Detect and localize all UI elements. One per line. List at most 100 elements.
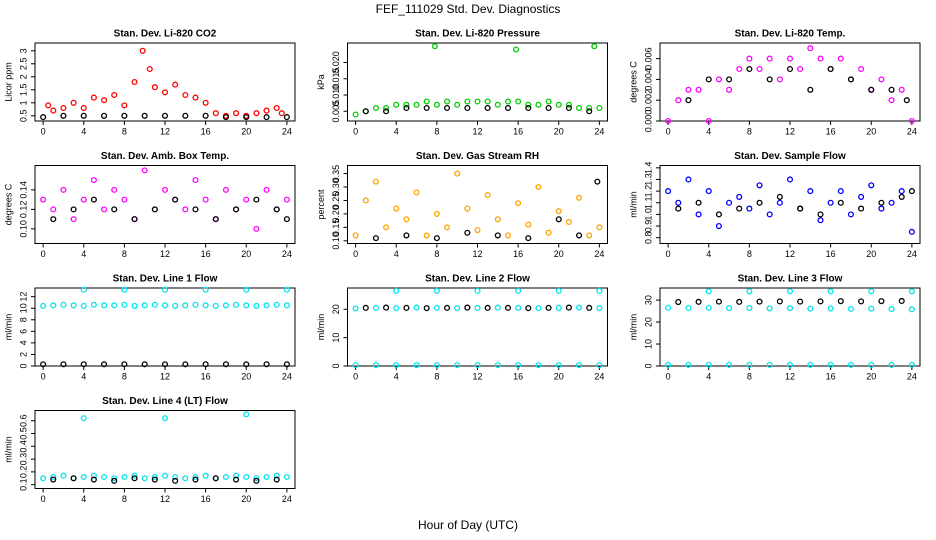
data-point (243, 473, 250, 481)
data-point (263, 186, 270, 193)
data-point (443, 224, 451, 231)
data-point (273, 476, 280, 483)
data-point (372, 178, 379, 185)
y-tick-label: 0.15 (331, 219, 341, 237)
data-point (70, 475, 77, 482)
data-point (776, 199, 783, 206)
data-point (60, 361, 67, 368)
y-tick-label: 2 (18, 352, 28, 357)
x-tick-label: 20 (866, 249, 876, 259)
data-point (766, 76, 773, 83)
data-point (464, 304, 471, 311)
data-point (151, 476, 158, 483)
data-point (484, 304, 491, 311)
x-tick-label: 20 (554, 249, 564, 259)
y-tick-label: 0.2 (18, 466, 28, 479)
data-point (111, 475, 118, 482)
data-point (715, 76, 722, 83)
y-tick-label: 0.004 (643, 68, 653, 91)
data-point (80, 196, 87, 203)
y-tick-label: 0.12 (18, 201, 28, 219)
data-point (888, 361, 895, 368)
data-point (596, 305, 603, 312)
data-point (403, 304, 410, 311)
y-tick-label: 0.4 (18, 440, 28, 453)
panel-title: Stan. Dev. Line 4 (LT) Flow (102, 396, 228, 407)
data-point (90, 196, 97, 203)
data-point (161, 186, 169, 193)
data-point (121, 102, 128, 109)
y-axis-label: degrees C (628, 61, 638, 103)
data-point (352, 111, 359, 118)
data-point (403, 232, 410, 239)
data-point (535, 305, 542, 312)
data-point (746, 205, 753, 212)
y-tick-label: 4 (18, 340, 28, 345)
data-point (898, 297, 905, 305)
data-point (151, 206, 158, 213)
data-point (393, 205, 400, 212)
data-point (545, 304, 552, 311)
x-tick-label: 24 (907, 249, 917, 259)
data-point (263, 302, 270, 309)
data-point (121, 301, 128, 308)
y-tick-label: 0.020 (331, 51, 341, 74)
x-tick-label: 12 (160, 126, 170, 136)
x-tick-label: 0 (666, 371, 671, 381)
data-point (70, 206, 77, 213)
data-point (525, 305, 532, 312)
data-point (454, 101, 461, 108)
data-point (212, 216, 219, 223)
data-point (50, 476, 57, 483)
data-point (192, 94, 199, 101)
data-point (726, 199, 733, 206)
x-tick-label: 12 (472, 126, 482, 136)
data-point (746, 288, 753, 295)
data-point (273, 472, 280, 479)
x-tick-label: 0 (353, 249, 358, 259)
data-point (726, 305, 733, 312)
data-point (807, 305, 814, 312)
y-tick-label: 2.5 (18, 58, 28, 71)
x-tick-label: 12 (160, 494, 170, 504)
data-point (121, 286, 128, 293)
data-point (494, 216, 501, 223)
x-tick-label: 12 (472, 249, 482, 259)
y-tick-label: 20 (331, 304, 341, 314)
data-point (222, 186, 229, 193)
data-point (596, 104, 603, 112)
data-point (705, 304, 712, 311)
data-point (372, 104, 379, 112)
data-point (90, 301, 97, 308)
x-tick-label: 16 (513, 249, 523, 259)
data-point (146, 65, 153, 73)
data-point (525, 221, 532, 228)
data-point (161, 415, 169, 422)
data-point (253, 110, 260, 117)
data-point (817, 211, 824, 218)
x-tick-label: 0 (41, 249, 46, 259)
data-point (494, 232, 501, 239)
data-point (80, 361, 87, 368)
data-point (474, 98, 481, 105)
data-point (858, 193, 865, 200)
data-point (278, 110, 285, 117)
x-axis-label: Hour of Day (UTC) (418, 518, 518, 532)
data-point (715, 222, 722, 230)
x-tick-label: 24 (907, 371, 917, 381)
x-tick-label: 0 (353, 371, 358, 381)
y-tick-label: 12 (18, 292, 28, 302)
data-point (685, 304, 692, 312)
data-point (50, 473, 57, 481)
data-point (131, 78, 138, 86)
data-point (837, 55, 844, 62)
y-tick-label: 0.000 (643, 110, 653, 133)
y-tick-label: 6 (18, 329, 28, 334)
data-point (515, 200, 522, 207)
data-point (847, 211, 854, 218)
y-tick-label: 20 (643, 317, 653, 327)
data-point (362, 304, 369, 311)
data-point (454, 170, 461, 177)
data-point (715, 298, 722, 305)
data-point (827, 288, 834, 295)
